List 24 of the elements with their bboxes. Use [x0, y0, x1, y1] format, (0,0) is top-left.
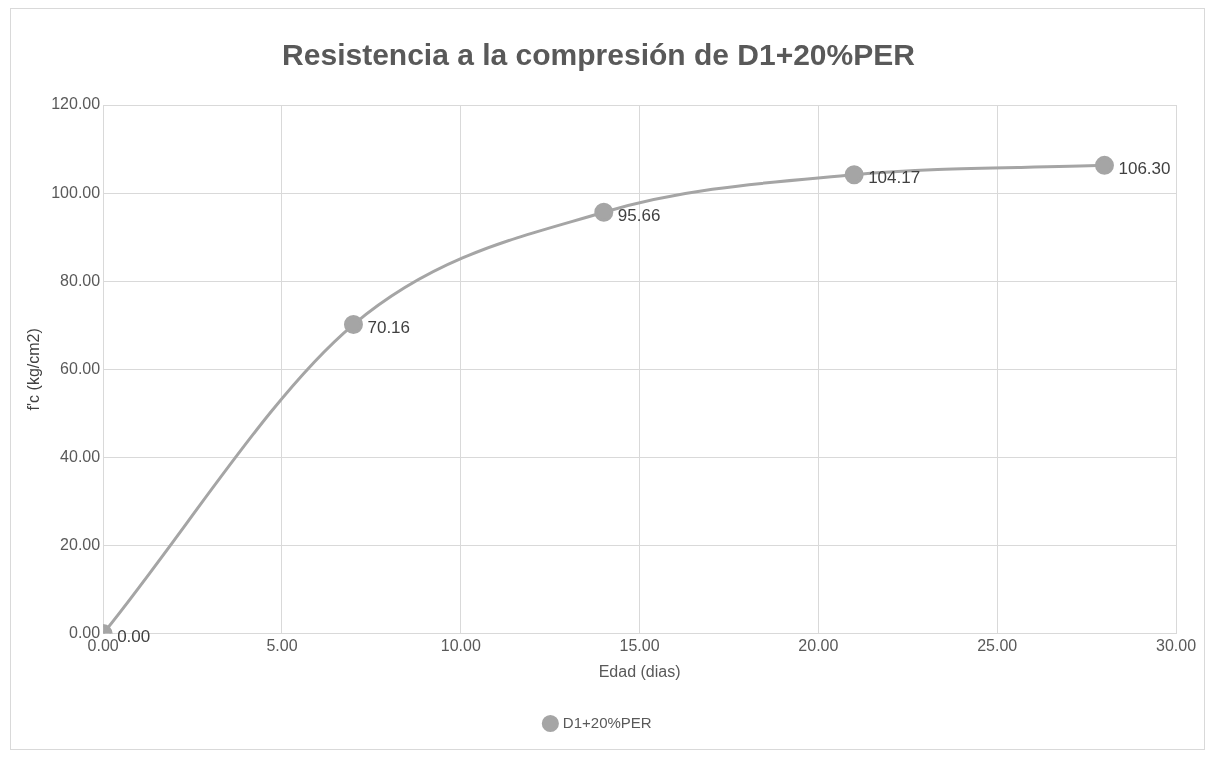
point [1094, 155, 1114, 175]
data-label: 95.66 [617, 205, 661, 225]
x-tick-label: 20.00 [798, 636, 839, 654]
data-label: 70.16 [367, 318, 411, 338]
y-tick-label: 80.00 [60, 271, 101, 289]
point [343, 315, 363, 335]
point [844, 165, 864, 185]
legend-label: D1+20%PER [562, 713, 652, 731]
x-axis-title: Edad (dias) [598, 662, 681, 680]
y-axis-title: f'c (kg/cm2) [25, 328, 43, 411]
x-tick-label: 10.00 [440, 636, 481, 654]
x-tick-label: 25.00 [977, 636, 1018, 654]
y-tick-label: 120.00 [51, 95, 101, 113]
data-label: 106.30 [1118, 159, 1171, 179]
x-tick-label: 5.00 [266, 636, 298, 654]
x-tick-label: 15.00 [619, 636, 660, 654]
y-tick-label: 100.00 [51, 183, 101, 201]
y-tick-label: 60.00 [60, 359, 101, 377]
x-tick-label: 30.00 [1155, 636, 1197, 654]
data-label: 104.17 [868, 168, 921, 188]
y-tick-label: 20.00 [60, 535, 101, 553]
y-tick-label: 40.00 [60, 447, 101, 465]
point [594, 202, 614, 222]
chart-title: Resistencia a la compresión de D1+20%PER [282, 38, 916, 72]
